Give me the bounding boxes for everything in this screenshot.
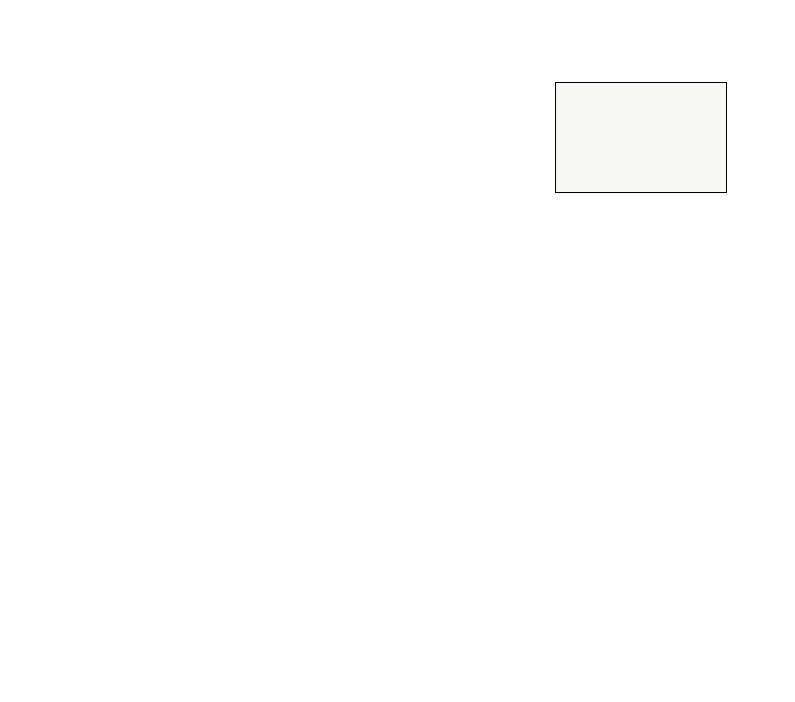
legend	[555, 82, 727, 193]
legend-line-sample	[569, 170, 625, 174]
legend-entry	[556, 121, 726, 153]
legend-label	[641, 88, 648, 118]
legend-entry	[556, 87, 726, 119]
fraction-bar	[398, 642, 462, 644]
y-axis-label	[10, 260, 42, 384]
legend-entry	[556, 156, 726, 188]
legend-label	[641, 157, 648, 187]
x-axis-label	[380, 641, 480, 646]
legend-line-sample	[569, 101, 625, 105]
legend-label	[641, 122, 648, 152]
legend-line-sample	[569, 136, 625, 140]
